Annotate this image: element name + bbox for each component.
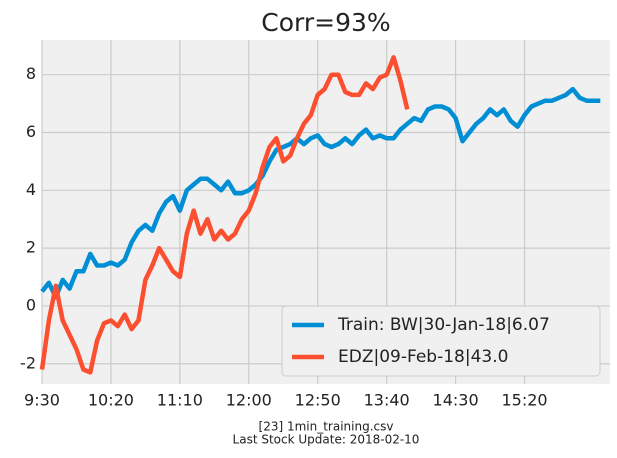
x-tick-label: 9:30 <box>24 391 60 410</box>
x-tick-label: 12:50 <box>295 391 341 410</box>
legend-label: EDZ|09-Feb-18|43.0 <box>338 347 508 367</box>
chart-title: Corr=93% <box>261 8 390 37</box>
footer: Last Stock Update: 2018-02-10 <box>233 433 420 447</box>
x-tick-label: 11:10 <box>157 391 203 410</box>
footer: [23] 1min_training.csv <box>259 420 394 434</box>
x-tick-label: 12:00 <box>226 391 272 410</box>
y-tick-label: 6 <box>26 122 36 141</box>
x-tick-label: 15:20 <box>501 391 547 410</box>
y-tick-label: -2 <box>20 353 36 372</box>
line <box>40 86 601 300</box>
line <box>39 55 410 375</box>
x-tick-label: 10:20 <box>88 391 134 410</box>
y-tick-label: 4 <box>26 180 36 199</box>
legend-box <box>281 305 601 377</box>
legend: Train: BW|30-Jan-18|6.07 EDZ|09-Feb-18|43… <box>281 305 601 377</box>
y-tick-label: 0 <box>26 295 36 314</box>
legend-label: Train: BW|30-Jan-18|6.07 <box>337 315 550 335</box>
x-tick-label: 14:30 <box>433 391 479 410</box>
y-tick-label: 8 <box>26 64 36 83</box>
y-tick-label: 2 <box>26 238 36 257</box>
x-tick-label: 13:40 <box>364 391 410 410</box>
